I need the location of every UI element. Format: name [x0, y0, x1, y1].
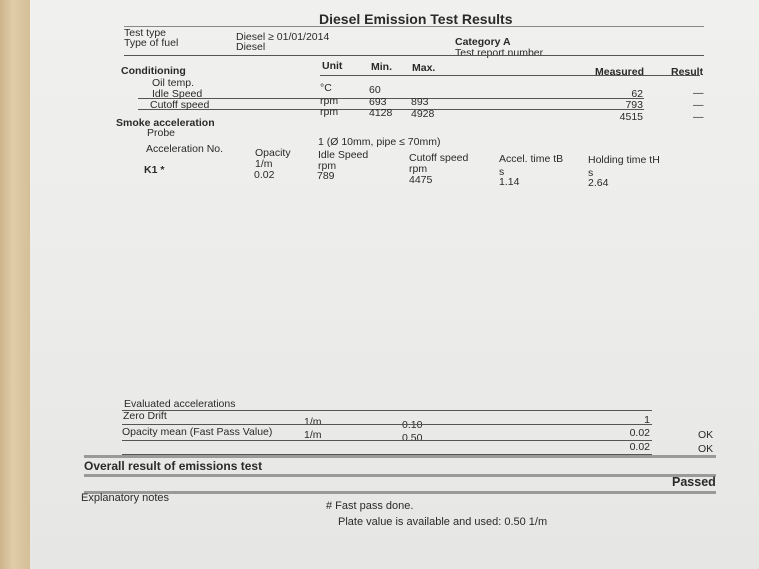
divider	[124, 55, 704, 56]
col-result: Result	[671, 66, 704, 78]
divider	[84, 474, 716, 477]
col-unit: Unit	[322, 60, 343, 72]
row-unit: rpm	[320, 106, 339, 118]
row-min: 4128	[369, 107, 393, 119]
notes-line-2: Plate value is available and used: 0.50 …	[338, 516, 548, 528]
notes-line-1: # Fast pass done.	[326, 500, 414, 512]
row-result: —	[693, 99, 704, 111]
row-label: Opacity mean (Fast Pass Value)	[122, 426, 273, 438]
row-unit: 1/m	[304, 429, 322, 441]
row-min: 60	[369, 84, 381, 96]
document-page	[30, 0, 759, 569]
desk-background	[0, 0, 32, 569]
row-label: Oil temp.	[152, 77, 195, 89]
row-result: OK	[698, 429, 714, 441]
test-type-value: Diesel ≥ 01/01/2014	[236, 31, 330, 43]
probe-label: Probe	[147, 127, 176, 139]
col-value: 4475	[409, 174, 433, 186]
col-value: 0.02	[254, 169, 275, 181]
col-min: Min.	[371, 61, 392, 73]
divider	[122, 424, 652, 425]
accel-no-label: Acceleration No.	[146, 143, 224, 155]
col-unit: rpm	[409, 163, 428, 175]
divider	[84, 491, 716, 494]
col-unit: s	[499, 166, 505, 178]
fuel-label: Type of fuel	[124, 37, 179, 49]
col-value: 789	[317, 170, 335, 182]
col-label: Opacity	[255, 147, 291, 159]
col-max: Max.	[412, 62, 436, 74]
report-number-label: Test report number	[455, 47, 544, 59]
row-max: 893	[411, 96, 429, 108]
row-result: —	[693, 111, 704, 123]
row-unit: 1/m	[304, 416, 322, 428]
row-measured: 62	[631, 88, 643, 100]
col-value: 2.64	[588, 177, 609, 189]
row-result: —	[693, 87, 704, 99]
test-type-label: Test type	[124, 27, 167, 39]
col-label: Accel. time tB	[499, 153, 564, 165]
row-measured: 793	[625, 99, 643, 111]
divider	[122, 410, 652, 411]
col-unit: rpm	[318, 160, 337, 172]
row-measured: 0.02	[629, 441, 650, 453]
col-label: Cutoff speed	[409, 152, 469, 164]
row-label: Idle Speed	[152, 88, 203, 100]
fuel-value: Diesel	[236, 41, 266, 53]
divider	[124, 26, 704, 27]
col-unit: s	[588, 167, 594, 179]
row-result: OK	[698, 443, 714, 455]
evaluated-title: Evaluated accelerations	[124, 398, 236, 410]
col-value: 1.14	[499, 176, 520, 188]
divider	[138, 98, 644, 99]
notes-label: Explanatory notes	[81, 492, 170, 504]
conditioning-title: Conditioning	[121, 65, 186, 77]
row-limit: 0.50	[402, 432, 423, 444]
overall-result-label: Overall result of emissions test	[84, 459, 263, 473]
divider	[122, 440, 652, 441]
row-measured: 0.02	[629, 427, 650, 439]
row-unit: rpm	[320, 95, 339, 107]
row-min: 693	[369, 96, 387, 108]
probe-value: 1 (Ø 10mm, pipe ≤ 70mm)	[318, 136, 441, 148]
row-label: Zero Drift	[123, 410, 167, 422]
k1-label: K1 *	[144, 164, 165, 176]
col-measured: Measured	[595, 66, 645, 78]
row-limit: 0.10	[402, 419, 423, 431]
row-label: Cutoff speed	[150, 99, 210, 111]
divider	[138, 109, 644, 110]
row-unit: °C	[320, 82, 332, 94]
row-measured: 1	[644, 414, 650, 426]
overall-result-value: Passed	[672, 475, 716, 489]
divider	[320, 75, 700, 76]
row-measured: 4515	[619, 111, 643, 123]
category: Category A	[455, 36, 511, 48]
col-label: Holding time tH	[588, 154, 660, 166]
smoke-title: Smoke acceleration	[116, 117, 215, 129]
divider	[84, 455, 716, 458]
row-max: 4928	[411, 108, 435, 120]
divider	[122, 454, 652, 455]
page-title: Diesel Emission Test Results	[319, 11, 513, 27]
col-unit: 1/m	[255, 158, 273, 170]
col-label: Idle Speed	[318, 149, 369, 161]
